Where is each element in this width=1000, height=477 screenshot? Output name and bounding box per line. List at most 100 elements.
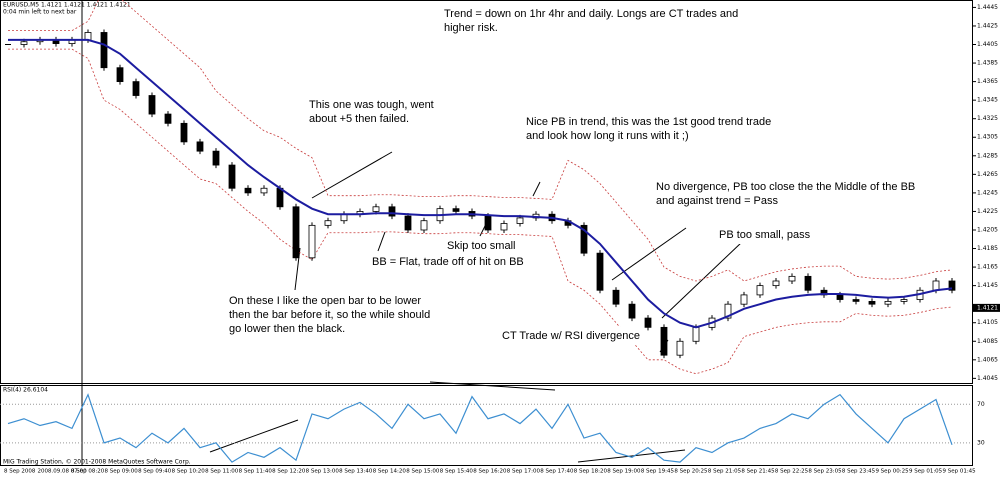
divergence-line [577,449,686,463]
candle [644,317,652,328]
candle [788,275,796,282]
candle [884,300,892,305]
candle [484,215,492,231]
candle [804,275,812,291]
candle [660,326,668,356]
y-tick-label: 1.4365 [977,78,998,85]
candle [452,208,460,212]
candle [932,280,940,291]
y-tick-label: 1.4225 [977,208,998,215]
candle [116,67,124,83]
y-tick-label: 1.4345 [977,97,998,104]
candle [868,300,876,305]
x-tick-label: 8 Sep 23:45 [842,469,876,475]
pointer [377,231,386,252]
x-tick-label: 8 Sep 16:20 [473,469,507,475]
x-tick-label: 8 Sep 21:05 [708,469,742,475]
y-tick-label: 1.4445 [977,4,998,11]
candle [580,224,588,254]
annotation: Skip too small [443,237,520,255]
candle [724,303,732,319]
y-tick-label: 30 [977,439,985,446]
x-tick-label: 8 Sep 13:00 [306,469,340,475]
annotation: PB too small, pass [715,226,923,244]
candle [852,299,860,302]
pointer [661,241,743,319]
divergence-line [209,419,299,453]
candle [404,215,412,231]
y-tick-label: 1.4065 [977,356,998,363]
rsi-title: RSI(4) 26.6104 [3,387,48,394]
y-tick-label: 1.4405 [977,41,998,48]
y-tick-label: 1.4185 [977,245,998,252]
x-tick-label: 8 Sep 12:20 [272,469,306,475]
y-tick-label: 1.4145 [977,282,998,289]
candle [100,32,108,69]
candle [516,217,524,224]
candle [196,141,204,152]
x-tick-label: 8 Sep 15:40 [440,469,474,475]
candle [84,32,92,41]
divergence-line [429,381,556,391]
annotation: Trend = down on 1hr 4hr and daily. Longs… [440,5,753,57]
pointer [311,151,393,199]
x-tick-label: 8 Sep 15:00 [406,469,440,475]
y-tick-label: 1.4045 [977,375,998,382]
candle [212,150,220,166]
y-tick-label: 1.4105 [977,319,998,326]
x-tick-label: 8 Sep 11:00 [205,469,239,475]
chart-subtitle: 0:04 min left to next bar [3,9,77,16]
candle [420,220,428,231]
annotation: BB = Flat, trade off of hit on BB [368,253,528,271]
candle [244,187,252,194]
candle [900,299,908,302]
x-tick-label: 8 Sep 10:20 [172,469,206,475]
x-tick-label: 8 Sep 17:00 [507,469,541,475]
x-tick-label: 8 Sep 19:00 [607,469,641,475]
y-tick-label: 1.4325 [977,115,998,122]
x-tick-label: 8 Sep 14:20 [373,469,407,475]
y-tick-label: 1.4085 [977,338,998,345]
candle [260,187,268,194]
candle [388,206,396,217]
candle [228,164,236,189]
lower-band [8,48,953,375]
y-tick-label: 1.4305 [977,134,998,141]
rsi-line [7,393,953,463]
x-tick-label: 8 Sep 19:45 [641,469,675,475]
chart-title: EURUSD,M5 1.4121 1.4121 1.4121 1.4121 [3,2,131,9]
candle [500,223,508,231]
candle [276,187,284,208]
candle [180,122,188,143]
candle [596,252,604,291]
x-tick-label: 9 Sep 01:05 [909,469,943,475]
x-tick-label: 8 Sep 09:40 [138,469,172,475]
upper-band [8,0,953,282]
x-tick-label: 8 Sep 09:00 [105,469,139,475]
y-tick-label: 1.4205 [977,226,998,233]
candle [628,303,636,319]
y-tick-label: 1.4385 [977,60,998,67]
annotation: This one was tough, went about +5 then f… [305,96,463,128]
current-price-label: 1.4121 [977,304,998,311]
candle [740,294,748,305]
price-frame [0,0,973,384]
candle [836,294,844,300]
candle [756,285,764,296]
x-tick-label: 8 Sep 23:05 [808,469,842,475]
y-tick-label: 70 [977,401,985,408]
x-tick-label: 2008.09.08 07:00 [38,469,88,475]
x-tick-label: 8 Sep 21:45 [741,469,775,475]
candle [948,280,956,291]
candle [308,224,316,259]
x-tick-label: 8 Sep 13:40 [339,469,373,475]
annotation: Nice PB in trend, this was the 1st good … [522,113,780,145]
candle [772,280,780,287]
y-tick-label: 1.4265 [977,171,998,178]
y-tick-label: 1.4285 [977,152,998,159]
annotation: CT Trade w/ RSI divergence [498,327,644,345]
x-tick-label: 8 Sep 2008 [4,469,36,475]
y-tick-label: 1.4165 [977,264,998,271]
